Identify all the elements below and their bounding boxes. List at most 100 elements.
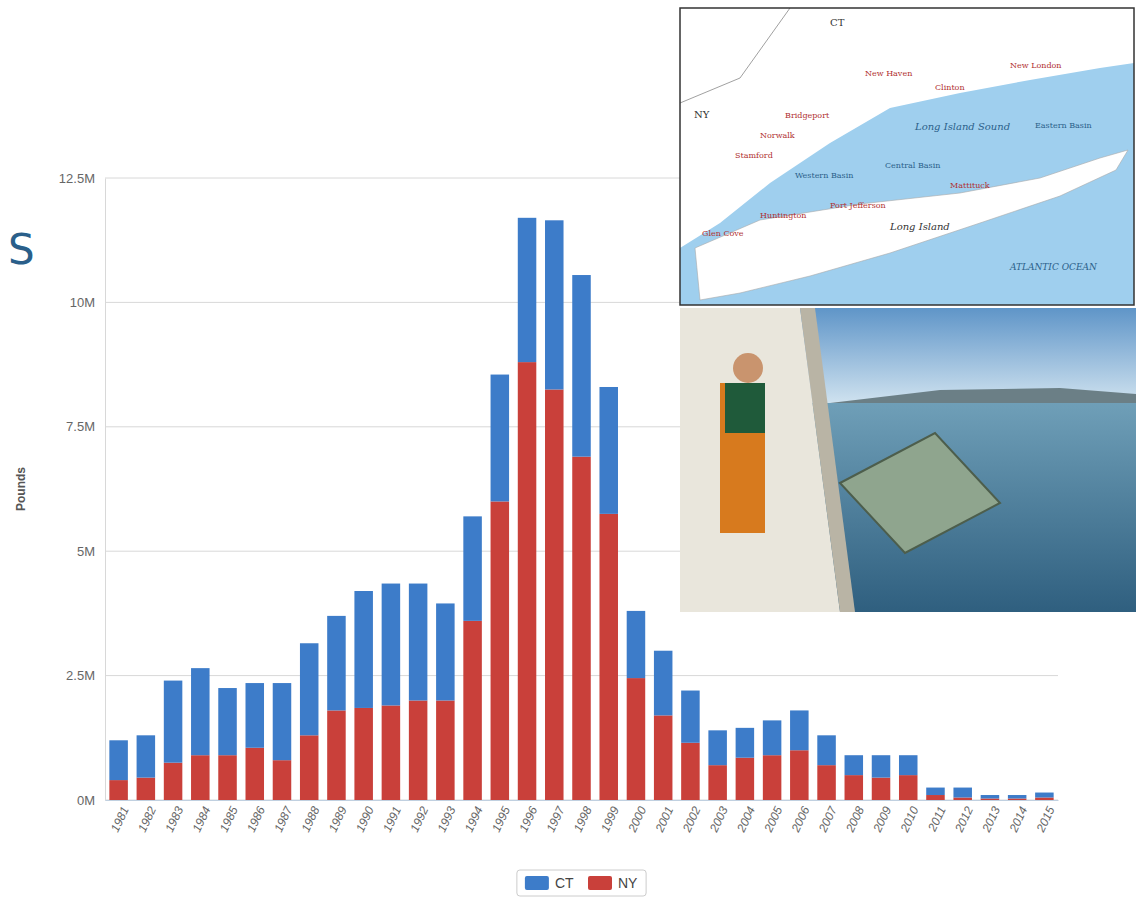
- bar: [382, 584, 401, 706]
- bar: [191, 668, 210, 755]
- x-tick-label: 2002: [679, 804, 704, 835]
- x-tick-label: 1985: [217, 804, 241, 834]
- bar: [872, 778, 891, 800]
- bar: [817, 735, 836, 765]
- map-label: ATLANTIC OCEAN: [1009, 262, 1098, 272]
- x-tick-label: 1986: [244, 804, 268, 834]
- x-tick-label: 1987: [271, 803, 296, 834]
- y-tick-label: 12.5M: [59, 171, 95, 186]
- bar: [681, 691, 700, 743]
- bar: [1008, 799, 1027, 800]
- x-tick: 2012: [952, 800, 977, 835]
- bar: [627, 678, 646, 800]
- x-tick-label: 1992: [407, 804, 431, 834]
- legend-swatch: [588, 876, 612, 890]
- x-tick-label: 2012: [952, 804, 977, 835]
- map-label: Port Jefferson: [830, 201, 886, 210]
- x-tick: 1997: [544, 800, 569, 834]
- bar: [599, 514, 618, 800]
- map-label: Long Island Sound: [914, 121, 1010, 132]
- bar: [354, 591, 373, 708]
- bar: [409, 700, 428, 800]
- y-tick: 12.5M: [59, 171, 105, 186]
- bar: [845, 755, 864, 775]
- bar: [463, 516, 482, 620]
- bar: [736, 728, 755, 758]
- map-label: Bridgeport: [785, 111, 830, 120]
- map-label: Western Basin: [795, 171, 853, 180]
- bar: [191, 755, 210, 800]
- x-tick: 2009: [870, 800, 895, 835]
- x-tick-label: 2010: [897, 804, 922, 835]
- photo-head: [733, 353, 763, 383]
- bar: [1008, 795, 1027, 798]
- bar: [872, 755, 891, 777]
- photo-boat-rail: [800, 308, 855, 612]
- x-tick-label: 2015: [1033, 804, 1058, 835]
- photo-shirt: [725, 383, 765, 433]
- x-tick: 1994: [462, 800, 486, 834]
- x-tick: 1993: [435, 800, 459, 834]
- x-tick: 1985: [217, 800, 241, 834]
- map-label: Huntington: [760, 211, 807, 220]
- x-tick: 2005: [761, 800, 786, 835]
- x-tick-label: 2014: [1006, 804, 1031, 835]
- x-tick: 2014: [1006, 800, 1031, 835]
- bar: [218, 688, 237, 755]
- bar: [463, 621, 482, 800]
- map-label: Stamford: [735, 151, 773, 160]
- bar: [981, 799, 1000, 800]
- y-tick: 7.5M: [66, 419, 105, 434]
- x-tick-label: 1991: [380, 804, 404, 834]
- y-tick-label: 0M: [77, 793, 95, 808]
- bar: [817, 765, 836, 800]
- legend-label: CT: [555, 875, 574, 891]
- x-tick-label: 1989: [326, 804, 350, 834]
- x-tick-label: 1988: [298, 804, 322, 834]
- bar: [518, 362, 537, 800]
- bar: [681, 743, 700, 800]
- bar: [327, 616, 346, 711]
- bar: [218, 755, 237, 800]
- map-land: [680, 8, 1134, 305]
- map-label: Long Island: [889, 221, 950, 232]
- legend-swatch: [525, 876, 549, 890]
- y-tick-label: 5M: [77, 544, 95, 559]
- map-inset: CTNYLong Island SoundLong IslandATLANTIC…: [680, 8, 1134, 305]
- map-label: NY: [694, 109, 710, 120]
- bar: [164, 763, 183, 800]
- x-tick: 2010: [897, 800, 922, 835]
- x-tick: 1999: [598, 800, 622, 834]
- x-tick-label: 2000: [625, 804, 650, 835]
- bar: [245, 683, 264, 748]
- x-tick: 1986: [244, 800, 268, 834]
- bar: [654, 715, 673, 800]
- bar: [708, 730, 727, 765]
- x-tick: 2003: [706, 800, 731, 835]
- bar: [518, 218, 537, 362]
- legend: CTNY: [517, 870, 646, 896]
- y-tick: 0M: [77, 793, 105, 808]
- x-tick: 2000: [625, 800, 650, 835]
- legend-item: CT: [525, 875, 574, 891]
- bar: [790, 710, 809, 750]
- x-tick: 1995: [489, 800, 513, 834]
- x-tick: 1982: [135, 800, 159, 834]
- bar: [899, 775, 918, 800]
- bar: [354, 708, 373, 800]
- x-tick-label: 1994: [462, 804, 486, 834]
- map-label: Norwalk: [760, 131, 795, 140]
- x-tick-label: 1995: [489, 804, 513, 834]
- x-tick-label: 1983: [162, 804, 186, 834]
- x-tick: 2007: [815, 800, 840, 835]
- map-label: Mattituck: [950, 181, 990, 190]
- x-tick: 1988: [298, 800, 322, 834]
- x-tick: 2011: [925, 800, 949, 834]
- map-label: New Haven: [865, 69, 912, 78]
- bar: [572, 457, 591, 800]
- bar: [109, 740, 128, 780]
- x-tick-label: 2007: [815, 803, 840, 835]
- y-tick-label: 2.5M: [66, 668, 95, 683]
- photo-inset: [680, 308, 1136, 612]
- y-axis: 0M2.5M5M7.5M10M12.5M: [59, 171, 106, 808]
